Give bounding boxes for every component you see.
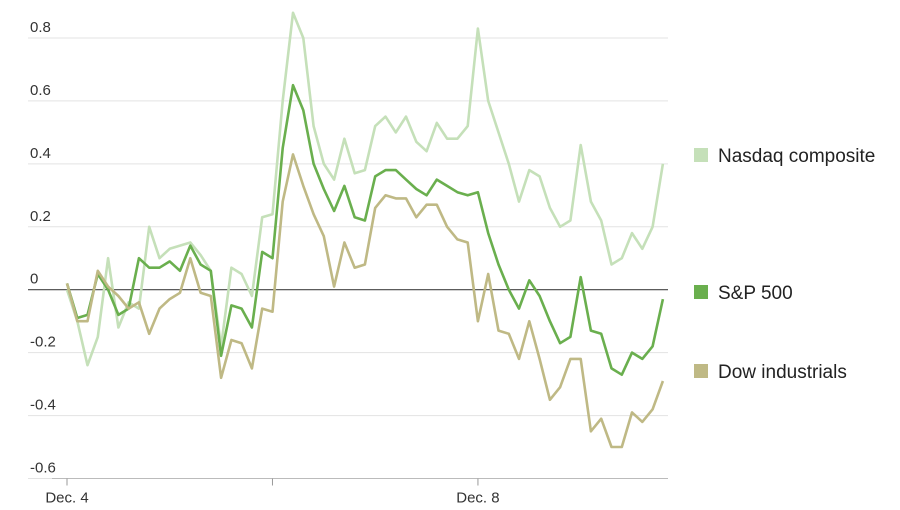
legend-swatch	[694, 148, 708, 162]
y-tick-label: -0.2	[30, 334, 56, 351]
legend-label: S&P 500	[718, 283, 793, 304]
y-tick-label: 0.2	[30, 208, 51, 225]
legend-label: Nasdaq composite	[718, 146, 875, 167]
series-line	[65, 83, 665, 377]
legend-swatch	[694, 364, 708, 378]
y-tick-label: 0.6	[30, 82, 51, 99]
y-tick-label: -0.4	[30, 397, 56, 414]
y-tick-label: 0	[30, 271, 38, 288]
series-line	[65, 11, 665, 367]
x-tick-label: Dec. 8	[456, 490, 499, 507]
x-tick-label: Dec. 4	[45, 490, 88, 507]
series-line	[65, 153, 665, 449]
legend-swatch	[694, 285, 708, 299]
y-tick-label: 0.8	[30, 19, 51, 36]
y-tick-label: -0.6	[30, 460, 56, 477]
legend-label: Dow industrials	[718, 362, 847, 383]
y-tick-label: 0.4	[30, 145, 51, 162]
